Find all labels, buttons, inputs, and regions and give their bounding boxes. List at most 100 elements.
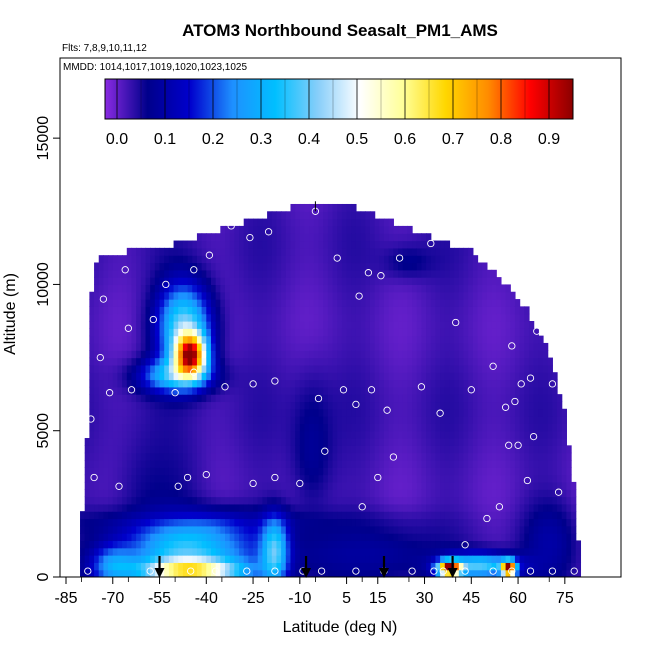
heatmap-cell (430, 423, 437, 432)
heatmap-cell (491, 503, 497, 512)
observation-point (211, 567, 220, 575)
heatmap-cell (514, 452, 521, 461)
heatmap-cell (159, 533, 165, 542)
heatmap-cell (313, 291, 320, 300)
heatmap-cell (552, 430, 558, 439)
heatmap-cell (117, 569, 123, 577)
heatmap-cell (449, 489, 455, 498)
heatmap-cell (281, 328, 287, 337)
heatmap-cell (528, 364, 535, 373)
heatmap-cell (346, 357, 352, 366)
heatmap-cell (159, 350, 165, 359)
heatmap-cell (253, 525, 259, 534)
heatmap-cell (225, 335, 231, 344)
heatmap-cell (229, 489, 235, 498)
heatmap-cell (234, 430, 240, 439)
heatmap-cell (117, 474, 123, 483)
heatmap-cell (458, 452, 465, 461)
heatmap-cell (332, 328, 338, 337)
heatmap-cell (295, 438, 301, 446)
heatmap-cell (454, 342, 460, 351)
heatmap-cell (557, 401, 563, 410)
heatmap-cell (351, 203, 357, 212)
heatmap-cell (500, 299, 507, 307)
heatmap-cell (131, 569, 137, 577)
heatmap-cell (253, 240, 259, 249)
heatmap-cell (449, 445, 455, 454)
heatmap-cell (271, 255, 278, 264)
heatmap-cell (346, 262, 352, 271)
heatmap-cell (299, 225, 306, 234)
observation-point (149, 315, 157, 324)
heatmap-cell (524, 540, 530, 549)
heatmap-cell (449, 518, 455, 527)
heatmap-cell (243, 533, 249, 542)
heatmap-cell (538, 474, 544, 483)
heatmap-cell (472, 452, 479, 461)
heatmap-cell (360, 218, 366, 227)
heatmap-cell (416, 430, 423, 439)
heatmap-cell (206, 394, 212, 403)
heatmap-cell (346, 562, 352, 571)
heatmap-cell (182, 291, 189, 300)
heatmap-cell (561, 547, 567, 556)
heatmap-cell (430, 547, 437, 556)
heatmap-cell (505, 459, 511, 468)
heatmap-cell (271, 401, 278, 410)
heatmap-cell (421, 496, 427, 505)
heatmap-cell (313, 342, 320, 351)
heatmap-cell (393, 401, 399, 410)
heatmap-cell (505, 445, 511, 454)
heatmap-cell (486, 562, 493, 571)
heatmap-cell (533, 533, 539, 542)
heatmap-cell (276, 299, 282, 307)
heatmap-cell (103, 416, 109, 424)
heatmap-cell (150, 247, 156, 256)
heatmap-cell (150, 321, 156, 329)
heatmap-cell (496, 518, 502, 527)
heatmap-cell (346, 291, 352, 300)
heatmap-cell (210, 423, 217, 432)
observation-points (84, 201, 578, 575)
heatmap-cell (421, 459, 427, 468)
heatmap-cell (514, 394, 521, 403)
heatmap-cell (379, 555, 385, 563)
heatmap-cell (103, 445, 109, 454)
heatmap-cell (458, 372, 465, 381)
heatmap-cell (98, 335, 105, 344)
heatmap-cell (384, 247, 390, 256)
heatmap-cell (388, 291, 394, 300)
heatmap-cell (416, 481, 423, 490)
heatmap-cell (159, 291, 165, 300)
heatmap-cell (84, 481, 90, 490)
heatmap-cell (346, 386, 352, 395)
heatmap-cell (486, 372, 493, 381)
heatmap-cell (220, 291, 226, 300)
heatmap-cell (145, 364, 151, 373)
heatmap-cell (505, 452, 511, 461)
heatmap-cell (150, 291, 156, 300)
heatmap-cell (528, 342, 535, 351)
heatmap-cell (332, 357, 338, 366)
heatmap-cell (440, 569, 446, 577)
heatmap-cell (355, 218, 362, 227)
heatmap-cell (239, 277, 245, 286)
heatmap-cell (355, 474, 362, 483)
heatmap-cell (519, 438, 525, 446)
heatmap-cell (482, 489, 488, 498)
heatmap-cell (538, 401, 544, 410)
heatmap-cell (365, 269, 371, 278)
heatmap-cell (477, 562, 483, 571)
observation-point (121, 266, 129, 274)
heatmap-cell (355, 379, 362, 388)
heatmap-cell (201, 306, 207, 315)
heatmap-cell (98, 357, 105, 366)
heatmap-cell (519, 511, 525, 520)
heatmap-cell (374, 225, 380, 234)
heatmap-cell (463, 547, 469, 556)
heatmap-cell (468, 262, 474, 271)
heatmap-cell (552, 459, 558, 468)
heatmap-cell (313, 284, 320, 293)
observation-point (436, 409, 444, 417)
heatmap-cell (196, 496, 203, 505)
